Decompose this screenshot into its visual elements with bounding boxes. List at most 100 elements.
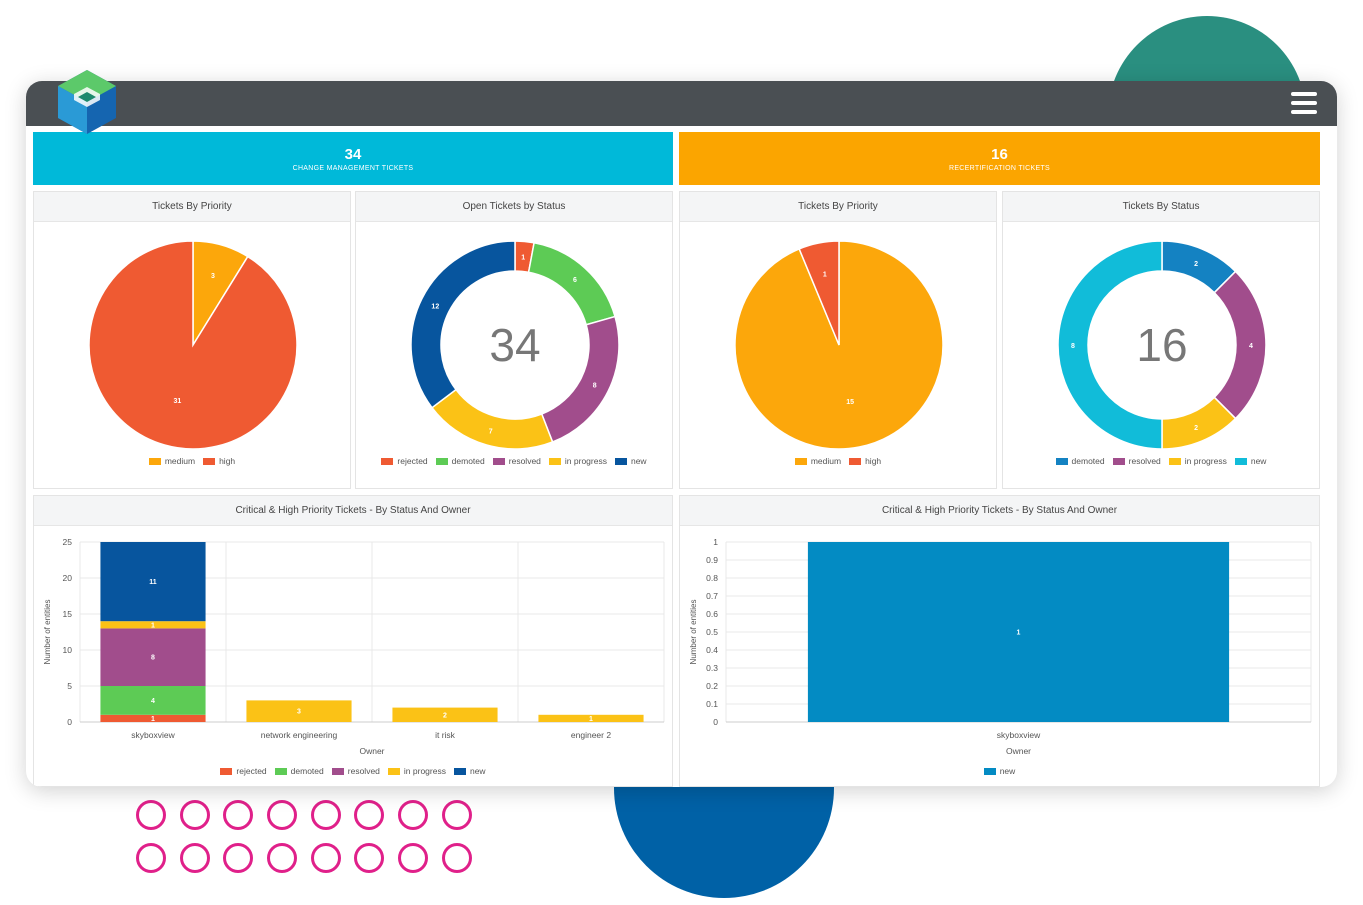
slice-value-label: 2 <box>1194 261 1198 268</box>
legend-label: resolved <box>347 766 380 776</box>
slice-new[interactable] <box>1057 240 1163 450</box>
y-tick-label: 0.1 <box>706 699 718 709</box>
legend-item-demoted[interactable]: demoted <box>1055 456 1105 466</box>
legend-item-in-progress[interactable]: in progress <box>1168 456 1227 466</box>
legend-label: rejected <box>236 766 267 776</box>
y-tick-label: 0.7 <box>706 591 718 601</box>
legend-swatch <box>220 768 233 775</box>
slice-value-label: 4 <box>1249 343 1253 350</box>
decorative-ring <box>310 800 341 830</box>
legend-label: new <box>999 766 1016 776</box>
y-axis-title: Number of entities <box>689 600 698 665</box>
legend-item-medium[interactable]: medium <box>148 456 195 466</box>
change-management-count: 34 <box>344 146 362 163</box>
slice-high[interactable] <box>88 240 298 450</box>
y-tick-label: 0.4 <box>706 645 718 655</box>
legend-label: new <box>630 456 647 466</box>
bar-value-label: 8 <box>151 655 155 662</box>
cm-status-donut-chart: 1 6 8 7 12 34 <box>410 240 620 450</box>
y-tick-label: 0.6 <box>706 609 718 619</box>
slice-value-label: 7 <box>489 429 493 436</box>
y-tick-label: 1 <box>713 537 718 547</box>
bar-value-label: 2 <box>443 712 447 719</box>
legend-swatch <box>453 768 466 775</box>
y-axis-title: Number of entities <box>43 600 52 665</box>
slice-demoted[interactable] <box>527 241 616 326</box>
bar-segment-new[interactable] <box>100 542 206 622</box>
legend-item-high[interactable]: high <box>849 456 881 466</box>
legend-swatch <box>148 458 161 465</box>
bar-segment-in-progress[interactable] <box>246 700 352 722</box>
legend-item-rejected[interactable]: rejected <box>220 766 267 776</box>
slice-resolved[interactable] <box>540 315 620 443</box>
legend-item-resolved[interactable]: resolved <box>331 766 380 776</box>
decorative-ring <box>310 843 341 873</box>
bar-segment-in-progress[interactable] <box>392 707 498 722</box>
legend-item-medium[interactable]: medium <box>794 456 841 466</box>
bar-segment-demoted[interactable] <box>100 686 206 715</box>
chart-legend: medium high <box>34 456 350 466</box>
legend-label: resolved <box>508 456 541 466</box>
legend-item-new[interactable]: new <box>983 766 1016 776</box>
legend-item-new[interactable]: new <box>614 456 647 466</box>
recertification-banner[interactable]: 16 RECERTIFICATION TICKETS <box>679 132 1320 185</box>
recert-priority-pie-chart: 15 1 <box>734 240 944 450</box>
legend-item-rejected[interactable]: rejected <box>381 456 428 466</box>
hamburger-menu-icon[interactable] <box>1291 92 1317 114</box>
legend-swatch <box>849 458 862 465</box>
legend-swatch <box>435 458 448 465</box>
legend-item-demoted[interactable]: demoted <box>435 456 485 466</box>
legend-label: high <box>865 456 882 466</box>
panel-title: Critical & High Priority Tickets - By St… <box>680 496 1319 526</box>
slice-value-label: 8 <box>1071 343 1075 350</box>
panel-title: Tickets By Priority <box>680 192 996 222</box>
slice-value-label: 1 <box>823 272 827 279</box>
recert-owner-bar-chart: 0 0.1 0.2 0.3 0.4 0.5 0.6 0.7 0.8 0.9 1 1 skyboxview… <box>689 537 1312 756</box>
legend-item-in-progress[interactable]: in progress <box>387 766 446 776</box>
legend-item-new[interactable]: new <box>453 766 486 776</box>
app-logo-icon[interactable] <box>54 68 120 136</box>
legend-item-resolved[interactable]: resolved <box>1112 456 1161 466</box>
decorative-ring <box>136 843 166 873</box>
bar-value-label: 1 <box>151 622 155 629</box>
bar-segment-resolved[interactable] <box>100 628 206 686</box>
recert-status-donut-panel: Tickets By Status 2 4 2 8 16 demoted resolved… <box>1002 191 1320 489</box>
legend-label: in progress <box>403 766 446 776</box>
chart-legend: rejected demoted resolved in progress new <box>34 766 672 776</box>
donut-center-total: 34 <box>489 319 540 371</box>
cm-owner-bar-panel: Critical & High Priority Tickets - By St… <box>33 495 673 787</box>
legend-item-resolved[interactable]: resolved <box>492 456 541 466</box>
legend-swatch <box>1168 458 1181 465</box>
chart-legend: demoted resolved in progress new <box>1003 456 1319 466</box>
x-tick-label: skyboxview <box>997 730 1041 740</box>
recert-priority-pie-panel: Tickets By Priority 15 1 medium high <box>679 191 997 489</box>
legend-item-in-progress[interactable]: in progress <box>548 456 607 466</box>
bar-segment-in-progress[interactable] <box>538 714 644 722</box>
x-axis-title: Owner <box>359 746 384 756</box>
bar-segment-rejected[interactable] <box>100 714 206 722</box>
legend-item-high[interactable]: high <box>203 456 235 466</box>
legend-swatch <box>1112 458 1125 465</box>
recertification-count: 16 <box>991 146 1008 163</box>
bar-segment-in-progress[interactable] <box>100 621 206 629</box>
slice-resolved[interactable] <box>1213 270 1267 420</box>
decorative-ring <box>441 800 472 830</box>
slice-new[interactable] <box>410 240 516 409</box>
decorative-ring <box>136 800 166 830</box>
slice-in-progress[interactable] <box>430 388 554 450</box>
x-tick-label: it risk <box>435 730 456 740</box>
top-bar <box>26 81 1337 126</box>
legend-swatch <box>983 768 996 775</box>
bar-value-label: 1 <box>589 716 593 723</box>
legend-swatch <box>1234 458 1247 465</box>
slice-value-label: 6 <box>573 277 577 284</box>
decorative-ring <box>179 843 210 873</box>
legend-item-new[interactable]: new <box>1234 456 1266 466</box>
legend-item-demoted[interactable]: demoted <box>274 766 324 776</box>
slice-high[interactable] <box>798 240 840 346</box>
bar-segment-new[interactable] <box>807 542 1230 722</box>
change-management-banner[interactable]: 34 CHANGE MANAGEMENT TICKETS <box>33 132 673 185</box>
panel-title: Tickets By Priority <box>34 192 350 222</box>
x-tick-label: network engineering <box>261 730 338 740</box>
legend-swatch <box>381 458 394 465</box>
